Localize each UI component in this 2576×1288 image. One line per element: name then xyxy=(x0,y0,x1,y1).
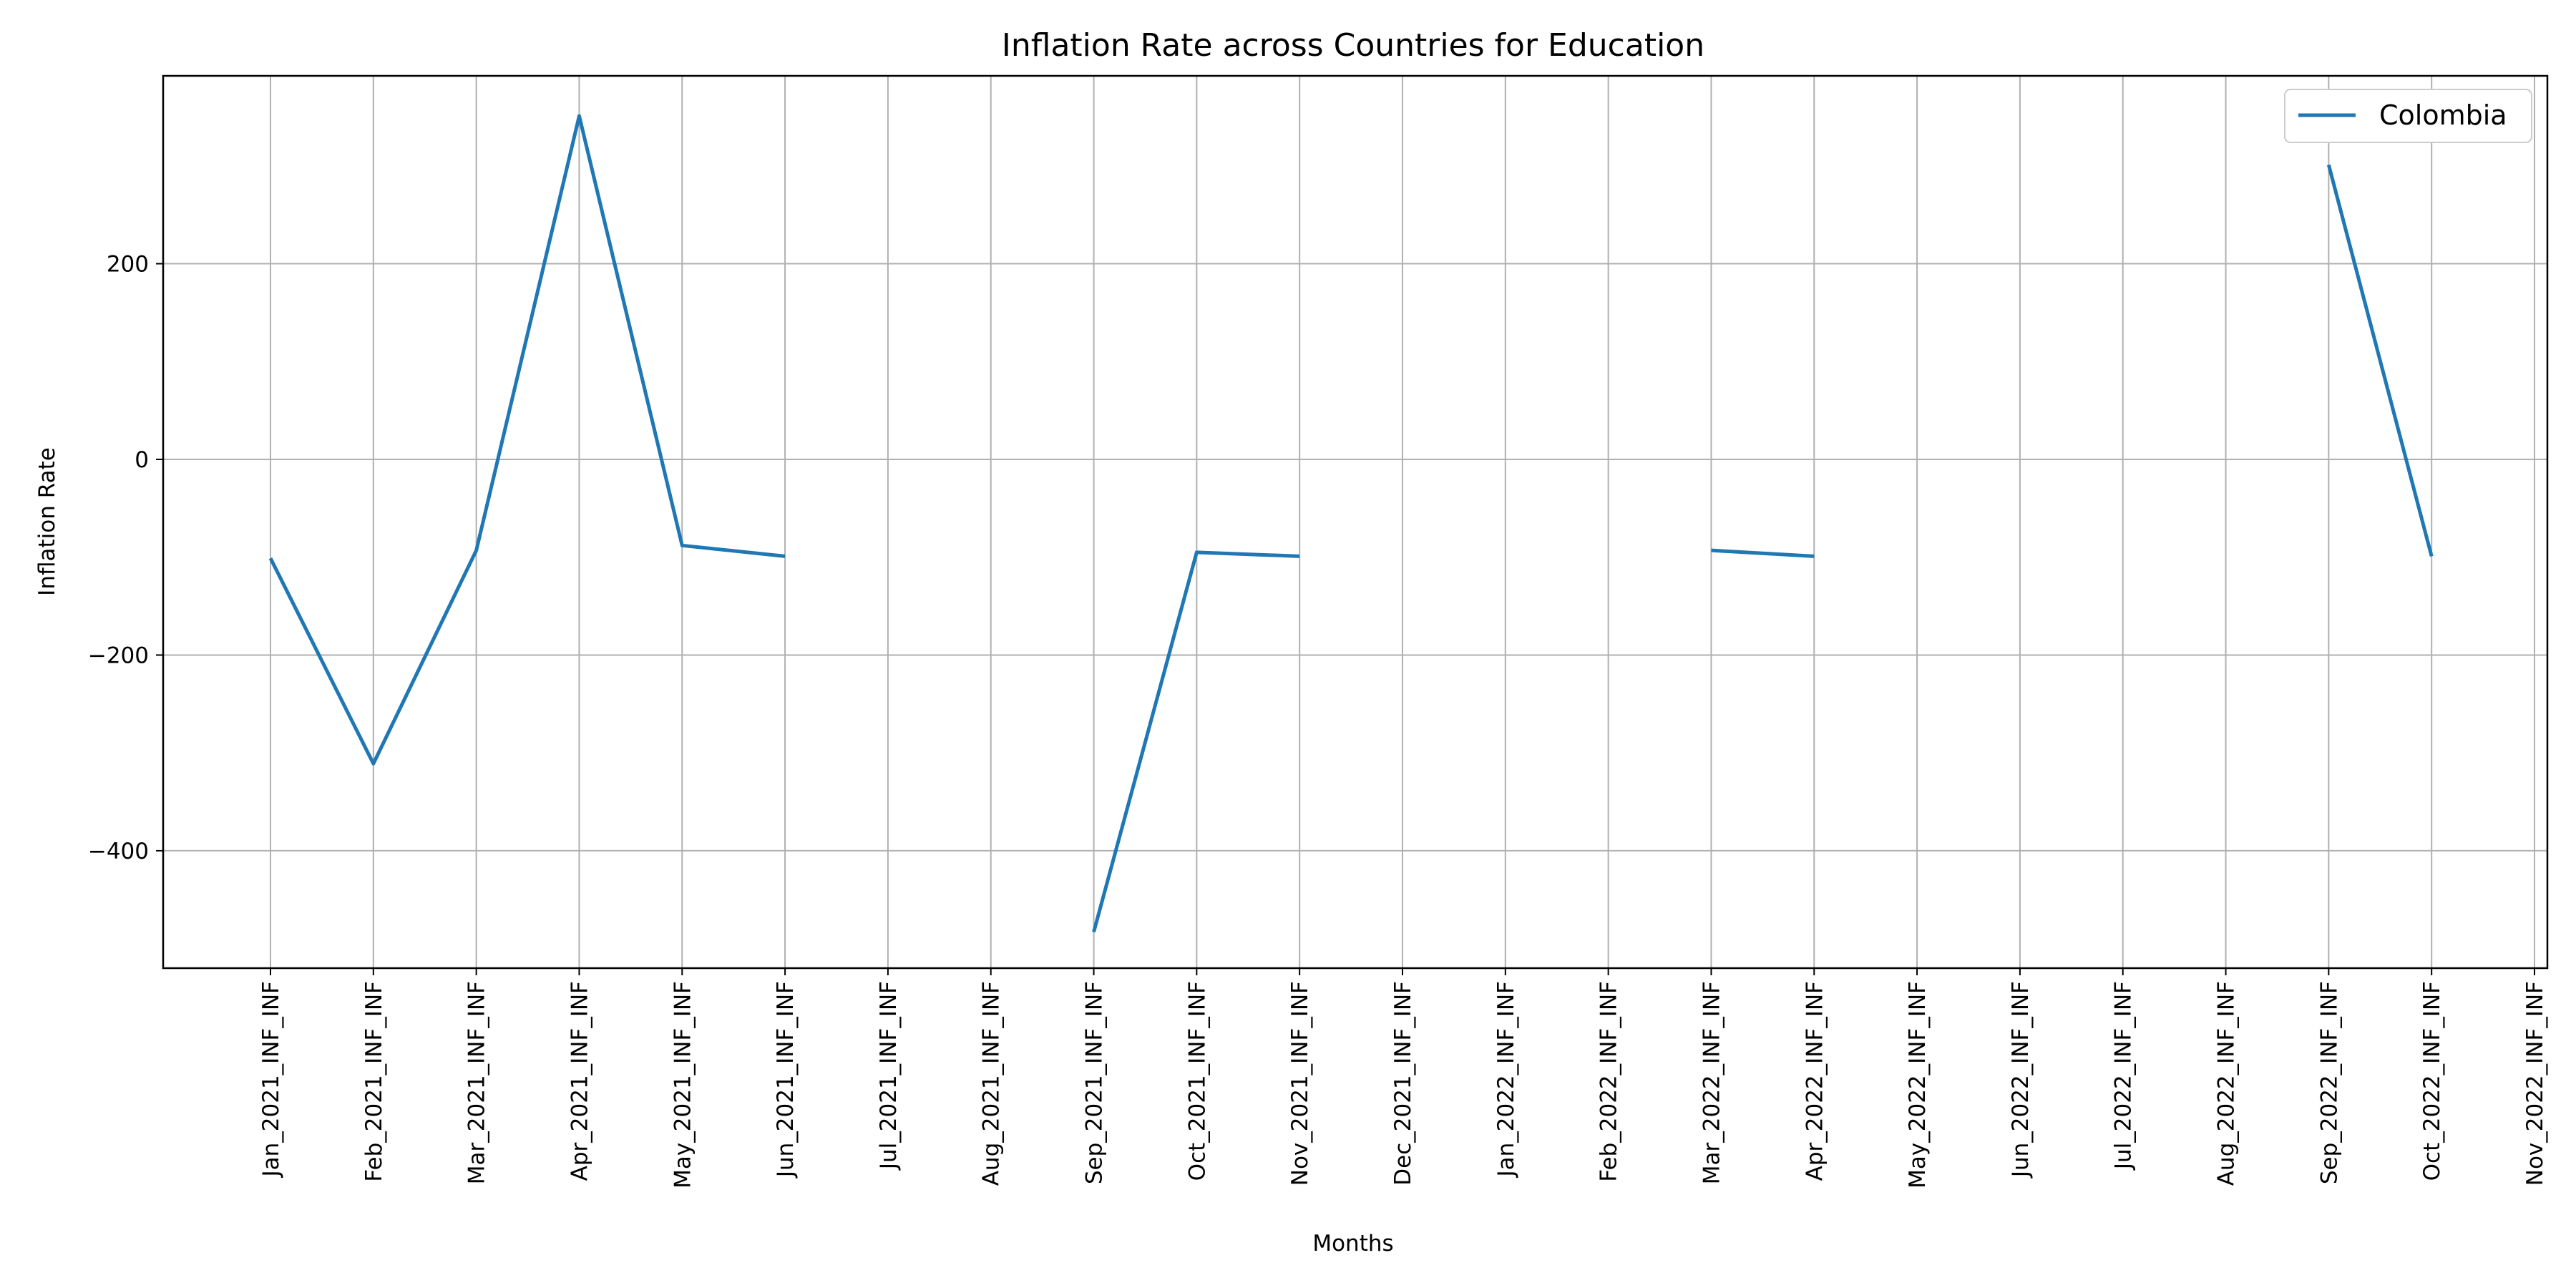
x-tick-label-sep-2022-inf-inf: Sep_2022_INF_INF xyxy=(2316,981,2342,1184)
x-tick-label-aug-2022-inf-inf: Aug_2022_INF_INF xyxy=(2214,981,2240,1186)
y-axis: −400 −200 0 200 xyxy=(88,252,163,864)
x-tick-label-jun-2022-inf-inf: Jun_2022_INF_INF xyxy=(2008,981,2034,1179)
x-tick-label-aug-2021-inf-inf: Aug_2021_INF_INF xyxy=(979,981,1005,1186)
legend-box xyxy=(2284,89,2532,143)
x-tick-label-jul-2021-inf-inf: Jul_2021_INF_INF xyxy=(876,981,902,1171)
x-tick-label-apr-2022-inf-inf: Apr_2022_INF_INF xyxy=(1802,981,1828,1181)
x-tick-label-may-2022-inf-inf: May_2022_INF_INF xyxy=(1905,981,1931,1189)
legend-label-colombia: Colombia xyxy=(2379,99,2507,131)
x-tick-label-sep-2021-inf-inf: Sep_2021_INF_INF xyxy=(1082,981,1108,1184)
x-tick-label-feb-2022-inf-inf: Feb_2022_INF_INF xyxy=(1596,981,1622,1182)
y-tick-label: 0 xyxy=(135,447,149,473)
x-tick-label-may-2021-inf-inf: May_2021_INF_INF xyxy=(670,981,696,1189)
x-tick-label-jun-2021-inf-inf: Jun_2021_INF_INF xyxy=(773,981,799,1179)
series-line-colombia xyxy=(2326,164,2434,557)
x-tick-label-oct-2022-inf-inf: Oct_2022_INF_INF xyxy=(2419,981,2445,1181)
x-tick-label-jan-2022-inf-inf: Jan_2022_INF_INF xyxy=(1493,981,1519,1179)
plot-area-frame xyxy=(162,74,2549,970)
x-tick-label-apr-2021-inf-inf: Apr_2021_INF_INF xyxy=(567,981,592,1181)
grid-lines xyxy=(163,76,2547,968)
series-line-colombia xyxy=(1711,548,1815,558)
x-tick-label-dec-2021-inf-inf: Dec_2021_INF_INF xyxy=(1390,981,1416,1186)
x-tick-label-nov-2022-inf-inf: Nov_2022_INF_INF xyxy=(2522,981,2548,1186)
y-tick-label: −400 xyxy=(88,839,149,864)
chart-title: Inflation Rate across Countries for Educ… xyxy=(1002,27,1704,64)
series-line-colombia xyxy=(268,114,786,766)
x-tick-label-mar-2021-inf-inf: Mar_2021_INF_INF xyxy=(464,981,490,1184)
y-axis-label: Inflation Rate xyxy=(34,447,60,596)
y-tick-label: 200 xyxy=(107,252,149,278)
x-tick-label-mar-2022-inf-inf: Mar_2022_INF_INF xyxy=(1699,981,1724,1184)
x-tick-label-jul-2022-inf-inf: Jul_2022_INF_INF xyxy=(2111,981,2137,1171)
legend: Colombia xyxy=(2284,89,2532,143)
y-tick-label: −200 xyxy=(88,643,149,668)
series-lines xyxy=(268,114,2434,933)
x-tick-label-nov-2021-inf-inf: Nov_2021_INF_INF xyxy=(1287,981,1313,1186)
x-axis-label: Months xyxy=(1312,1231,1393,1257)
x-tick-label-oct-2021-inf-inf: Oct_2021_INF_INF xyxy=(1184,981,1210,1181)
x-tick-label-feb-2021-inf-inf: Feb_2021_INF_INF xyxy=(361,981,387,1182)
x-tick-label-jan-2021-inf-inf: Jan_2021_INF_INF xyxy=(258,981,284,1179)
x-axis: Jan_2021_INF_INF Feb_2021_INF_INF Mar_2021… xyxy=(258,968,2548,1189)
series-line-colombia xyxy=(1092,550,1300,933)
